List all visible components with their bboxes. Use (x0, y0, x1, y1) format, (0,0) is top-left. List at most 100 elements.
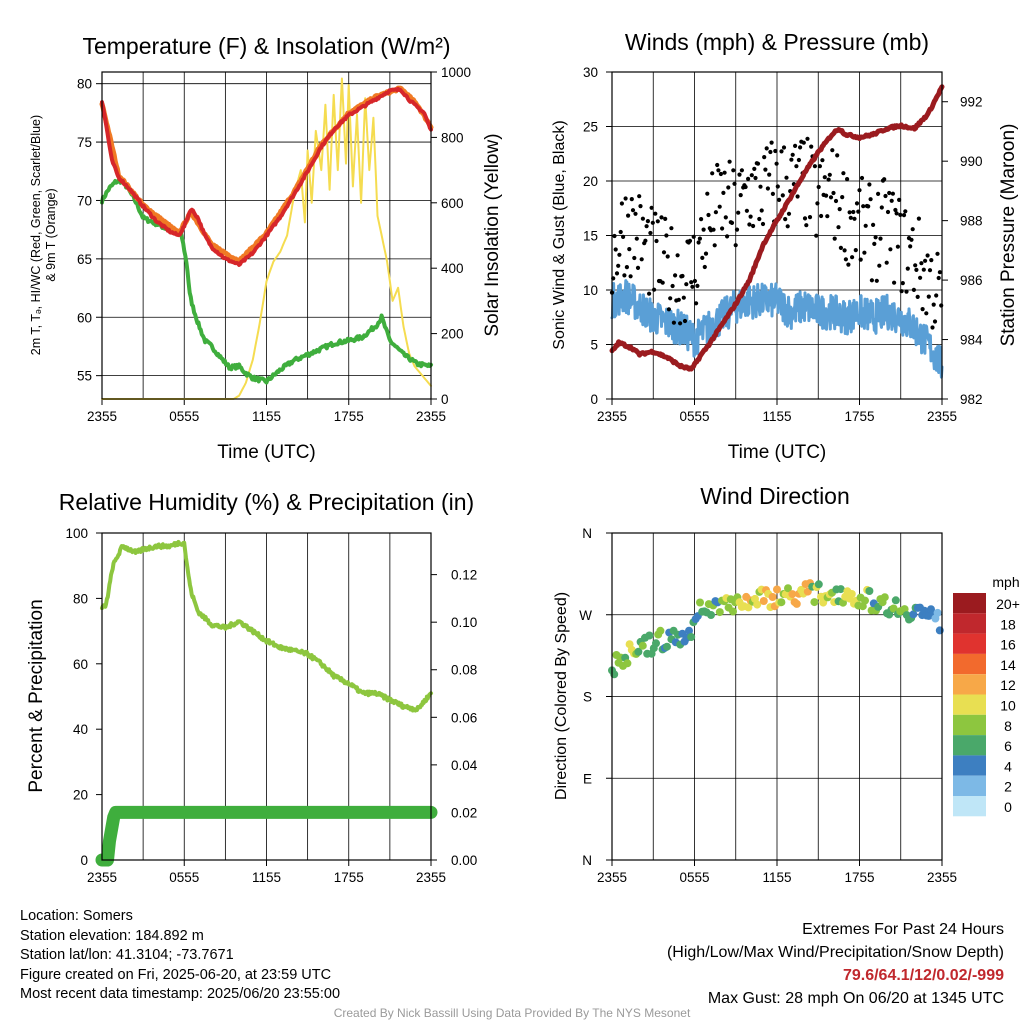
legend-swatch (953, 653, 986, 675)
pressure-line (609, 84, 945, 372)
gust-point (789, 157, 794, 162)
gust-point (716, 168, 721, 173)
gust-point (843, 257, 849, 262)
gust-point (738, 193, 743, 198)
gust-point (764, 146, 769, 151)
gust-point (713, 210, 719, 215)
gust-point (783, 217, 788, 222)
legend-swatch (953, 755, 986, 776)
panel-title: Temperature (F) & Insolation (W/m²) (82, 33, 450, 59)
gust-point (795, 194, 800, 199)
speed-legend: mph 20+ 18 16 14 12 10 8 6 4 2 0 (953, 574, 1020, 817)
direction-point (900, 605, 909, 614)
temperature-panel: 2355 0555 1155 1755 235555606570758002004006… (29, 33, 503, 463)
gust-point (632, 255, 637, 261)
gust-point (916, 216, 922, 221)
y2-axis-label: Solar Insolation (Yellow) (482, 133, 503, 336)
gust-point (801, 140, 806, 145)
gust-point (851, 209, 856, 215)
gust-point (781, 145, 787, 150)
gust-point (673, 273, 678, 278)
gust-point (623, 196, 628, 201)
gust-point (622, 273, 627, 278)
gust-point (796, 157, 802, 163)
location-text: Location: Somers (20, 908, 133, 924)
panel-title: Wind Direction (700, 483, 850, 509)
direction-point (880, 593, 889, 602)
y-tick-label: 40 (73, 722, 88, 737)
direction-point (707, 611, 715, 619)
gust-point (734, 227, 740, 232)
gust-point (752, 166, 757, 171)
gust-point (897, 197, 902, 202)
gust-point (899, 289, 904, 294)
y-tick-label: S (583, 690, 592, 705)
gust-point (621, 234, 626, 239)
gust-point (652, 287, 657, 292)
gust-point (930, 325, 935, 330)
gust-point (663, 216, 668, 221)
gust-point (856, 209, 861, 214)
gust-point (733, 243, 738, 248)
gust-point (726, 185, 731, 190)
y-axis-label: 2m T, Tₔ, HI/WC (Red, Green, Scarlet/Blu… (29, 115, 43, 355)
gust-point (909, 237, 914, 242)
y-tick-label: 60 (73, 657, 88, 672)
gust-point (678, 321, 683, 326)
x-tick-label: 1155 (762, 870, 791, 885)
gust-point (739, 168, 745, 173)
gust-point (871, 222, 876, 227)
y2-tick-label: 988 (960, 214, 983, 229)
gust-point (694, 301, 699, 306)
gust-point (681, 295, 686, 300)
direction-point (685, 626, 693, 635)
gust-point (866, 204, 871, 209)
gust-point (676, 297, 681, 302)
station-info: Location: Somers Station elevation: 184.… (20, 907, 340, 1005)
legend-title: mph (992, 574, 1019, 590)
gust-point (718, 171, 724, 177)
direction-point (729, 607, 737, 616)
gust-point (877, 263, 882, 268)
y2-tick-label: 600 (441, 196, 464, 211)
panel-title: Winds (mph) & Pressure (mb) (625, 29, 929, 55)
gust-point (775, 184, 780, 189)
gust-point (893, 207, 898, 213)
y-tick-label: 80 (73, 591, 88, 606)
direction-point (645, 631, 654, 640)
gust-point (838, 245, 844, 250)
gust-point (805, 136, 810, 141)
x-tick-label: 2355 (927, 409, 957, 424)
y2-tick-label: 800 (441, 130, 464, 145)
y-tick-label: E (583, 771, 592, 786)
created-text: Figure created on Fri, 2025-06-20, at 23… (20, 966, 332, 983)
gust-point (845, 177, 850, 182)
gust-point (862, 250, 867, 255)
gust-point (840, 195, 845, 200)
gust-point (655, 219, 660, 224)
gust-point (857, 188, 862, 193)
y2-tick-label: 992 (960, 95, 983, 110)
y2-tick-label: 986 (960, 273, 983, 288)
gust-point (927, 268, 933, 273)
direction-point (889, 604, 898, 613)
gust-point (819, 213, 824, 219)
gust-point (826, 177, 831, 182)
y2-tick-label: 984 (960, 333, 983, 348)
gust-point (774, 161, 779, 166)
y-tick-label: 80 (77, 77, 92, 92)
y-tick-label: 65 (77, 252, 92, 267)
latlon-text: Station lat/lon: 41.3104; -73.7671 (20, 947, 234, 963)
gust-point (725, 234, 730, 239)
direction-point (753, 600, 762, 609)
gust-point (661, 250, 667, 255)
gust-point (913, 263, 918, 268)
gust-point (763, 167, 768, 172)
direction-point (784, 584, 792, 593)
gust-point (780, 193, 785, 198)
y2-axis-label: Station Pressure (Maroon) (998, 124, 1019, 347)
gust-point (690, 284, 695, 289)
gust-point (895, 244, 901, 249)
gust-point (809, 144, 814, 149)
gust-point (736, 210, 741, 215)
